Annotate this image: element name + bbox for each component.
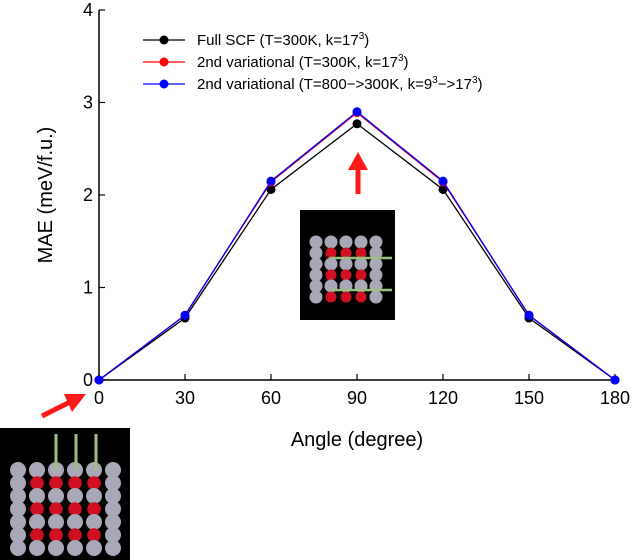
arrow-diagonal-icon [40, 394, 86, 419]
data-point [94, 375, 104, 385]
x-tick-label: 180 [600, 388, 630, 408]
legend-label: 2nd variational (T=300K, k=173) [197, 53, 409, 71]
y-tick-label: 0 [83, 370, 93, 390]
y-tick-label: 1 [83, 278, 93, 298]
series-3 [94, 107, 620, 385]
data-point [352, 119, 362, 129]
legend-item: Full SCF (T=300K, k=173) [143, 31, 369, 49]
y-axis-title: MAE (meV/f.u.) [35, 127, 57, 264]
legend-marker [159, 35, 169, 45]
y-tick-label: 2 [83, 185, 93, 205]
arrow-up-icon [348, 152, 368, 194]
data-point [180, 310, 190, 320]
y-tick-label: 4 [83, 0, 93, 20]
x-tick-label: 0 [94, 388, 104, 408]
data-point [352, 107, 362, 117]
legend-label: Full SCF (T=300K, k=173) [197, 31, 369, 49]
data-point [438, 184, 448, 194]
x-tick-label: 30 [175, 388, 195, 408]
axis-tick-labels: 0 30 60 90 120 150 180 0 1 2 3 4 [83, 0, 630, 408]
inset-structure-0deg [0, 428, 130, 560]
legend-label: 2nd variational (T=800−>300K, k=93−>173) [197, 75, 483, 93]
data-series [94, 107, 620, 385]
axis-ticks [98, 9, 616, 381]
legend-marker [159, 79, 169, 89]
legend-marker [159, 57, 169, 67]
data-point [610, 375, 620, 385]
data-point [266, 184, 276, 194]
legend: Full SCF (T=300K, k=173) 2nd variational … [143, 31, 483, 93]
inset-structure-90deg [300, 210, 395, 320]
x-tick-label: 60 [261, 388, 281, 408]
x-tick-label: 120 [428, 388, 458, 408]
x-axis-title: Angle (degree) [291, 429, 423, 451]
legend-item: 2nd variational (T=800−>300K, k=93−>173) [143, 75, 483, 93]
data-point [524, 310, 534, 320]
x-tick-label: 90 [347, 388, 367, 408]
data-point [438, 176, 448, 186]
data-point [266, 176, 276, 186]
x-tick-label: 150 [514, 388, 544, 408]
legend-item: 2nd variational (T=300K, k=173) [143, 53, 409, 71]
y-tick-label: 3 [83, 93, 93, 113]
